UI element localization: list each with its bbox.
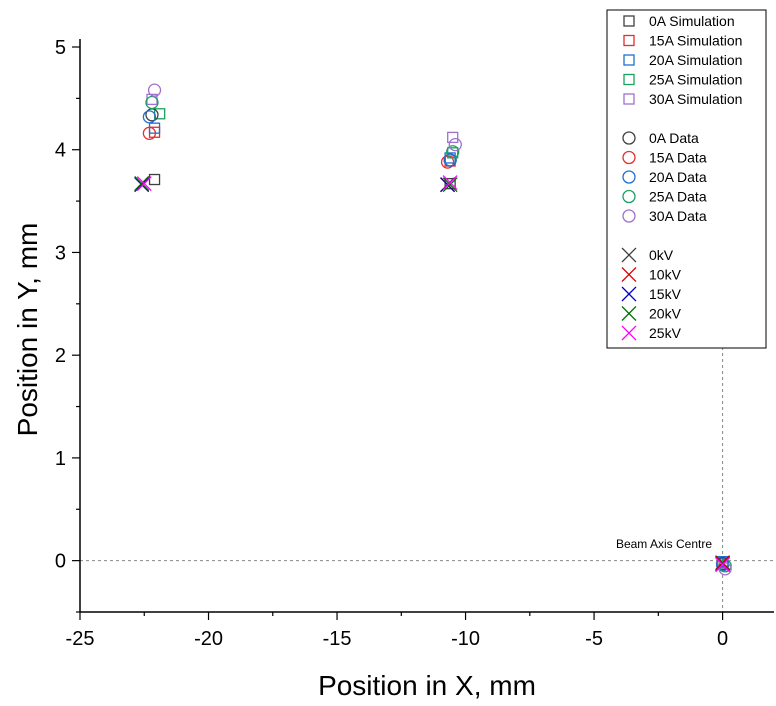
legend-marker <box>622 209 636 223</box>
legend-marker <box>622 131 636 145</box>
data-point <box>147 83 162 97</box>
data-point <box>446 145 460 159</box>
beam-axis-annotation: Beam Axis Centre <box>616 537 712 551</box>
data-point <box>447 131 459 144</box>
legend-marker <box>621 306 637 321</box>
legend-label: 0A Data <box>649 130 699 146</box>
data-points <box>134 83 732 576</box>
y-tick-label: 1 <box>55 448 66 470</box>
y-tick-label: 0 <box>55 551 66 573</box>
data-point <box>145 95 159 110</box>
legend-label: 15A Data <box>649 150 707 166</box>
data-point <box>715 556 731 572</box>
legend-label: 20A Data <box>649 169 707 185</box>
legend-label: 20kV <box>649 306 682 322</box>
legend-label: 10kV <box>649 267 682 283</box>
y-tick-label: 2 <box>55 345 66 367</box>
legend-marker <box>621 325 637 341</box>
data-point <box>142 126 157 140</box>
data-point <box>715 555 731 571</box>
legend-label: 15kV <box>649 286 682 302</box>
data-point <box>442 175 458 191</box>
legend-label: 30A Data <box>649 208 707 224</box>
legend-marker <box>621 286 637 302</box>
x-tick-label: -5 <box>585 628 603 650</box>
legend-marker <box>621 267 637 282</box>
data-point <box>444 177 456 190</box>
x-tick-label: -15 <box>323 628 352 650</box>
legend-marker <box>623 93 635 105</box>
x-tick-label: 0 <box>717 628 728 650</box>
data-point <box>443 153 457 167</box>
legend-marker <box>623 34 635 47</box>
legend-label: 0A Simulation <box>649 13 735 29</box>
data-point <box>715 557 731 573</box>
data-point <box>142 110 157 124</box>
legend-label: 25A Data <box>649 189 707 205</box>
x-tick-label: -25 <box>66 628 95 650</box>
y-tick-label: 3 <box>55 242 66 264</box>
legend-marker <box>621 247 637 263</box>
legend-marker <box>622 189 636 204</box>
legend-label: 25kV <box>649 325 682 341</box>
x-tick-label: -10 <box>451 628 480 650</box>
ticks: -25 -20 -15 -10 -5 0 0 1 2 3 4 5 <box>55 37 728 650</box>
legend-marker <box>622 170 636 184</box>
data-point <box>134 177 150 193</box>
legend-box <box>606 9 767 349</box>
legend-marker <box>623 73 635 86</box>
data-point <box>134 176 150 192</box>
legend-label: 30A Simulation <box>649 91 742 107</box>
legend-label: 0kV <box>649 247 674 263</box>
x-tick-label: -20 <box>194 628 223 650</box>
data-point <box>448 137 462 152</box>
data-point <box>136 176 152 192</box>
y-axis-title: Position in Y, mm <box>12 223 43 437</box>
data-point <box>148 173 161 186</box>
legend-marker <box>623 54 635 66</box>
legend-label: 25A Simulation <box>649 72 742 88</box>
data-point <box>440 155 455 169</box>
data-point <box>148 122 161 134</box>
legend-label: 20A Simulation <box>649 52 742 68</box>
data-point <box>442 177 458 193</box>
legend-marker <box>623 15 635 27</box>
x-axis-title: Position in X, mm <box>318 670 536 701</box>
y-tick-label: 4 <box>55 140 66 162</box>
legend: 0A Simulation 15A Simulation 20A Simulatio… <box>606 9 767 349</box>
legend-marker <box>622 150 636 165</box>
legend-label: 15A Simulation <box>649 33 742 49</box>
y-tick-label: 5 <box>55 37 66 59</box>
